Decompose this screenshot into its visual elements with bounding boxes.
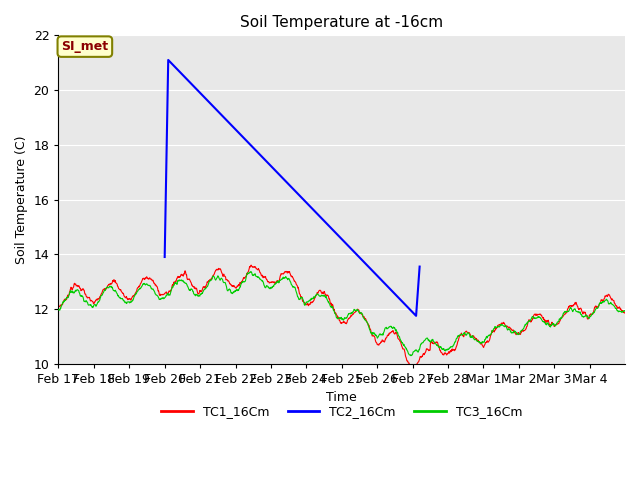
TC1_16Cm <box>476 340 484 346</box>
TC3_16Cm <box>247 269 255 275</box>
TC3_16Cm <box>476 340 484 346</box>
TC3_16Cm <box>143 281 151 287</box>
TC3_16Cm <box>328 304 335 310</box>
Text: SI_met: SI_met <box>61 40 108 53</box>
Title: Soil Temperature at -16cm: Soil Temperature at -16cm <box>240 15 444 30</box>
X-axis label: Time: Time <box>326 391 357 404</box>
TC1_16Cm <box>614 305 622 311</box>
TC1_16Cm <box>328 300 335 306</box>
TC3_16Cm <box>407 353 415 359</box>
TC2_16Cm <box>412 313 420 319</box>
TC1_16Cm <box>559 314 567 320</box>
TC1_16Cm <box>247 262 255 268</box>
Line: TC1_16Cm: TC1_16Cm <box>58 265 625 368</box>
TC2_16Cm <box>161 254 168 260</box>
TC3_16Cm <box>621 308 629 314</box>
TC3_16Cm <box>317 293 324 299</box>
TC1_16Cm <box>143 275 151 280</box>
TC1_16Cm <box>621 310 629 316</box>
Legend: TC1_16Cm, TC2_16Cm, TC3_16Cm: TC1_16Cm, TC2_16Cm, TC3_16Cm <box>156 400 527 423</box>
TC3_16Cm <box>54 307 62 312</box>
TC3_16Cm <box>614 309 622 315</box>
TC1_16Cm <box>54 304 62 310</box>
TC2_16Cm <box>164 57 172 63</box>
Line: TC3_16Cm: TC3_16Cm <box>58 272 625 356</box>
TC3_16Cm <box>559 312 567 317</box>
Y-axis label: Soil Temperature (C): Soil Temperature (C) <box>15 135 28 264</box>
TC1_16Cm <box>408 365 416 371</box>
TC1_16Cm <box>317 288 324 294</box>
TC2_16Cm <box>416 264 424 269</box>
Line: TC2_16Cm: TC2_16Cm <box>164 60 420 316</box>
